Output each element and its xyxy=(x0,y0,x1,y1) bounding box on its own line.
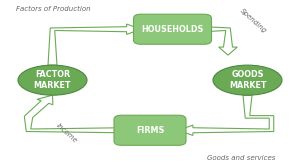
Ellipse shape xyxy=(18,65,87,95)
Polygon shape xyxy=(204,27,237,55)
Ellipse shape xyxy=(213,65,282,95)
Text: FIRMS: FIRMS xyxy=(136,126,164,135)
Text: Factors of Production: Factors of Production xyxy=(16,6,91,12)
Text: Goods and services: Goods and services xyxy=(207,155,275,161)
Text: HOUSEHOLDS: HOUSEHOLDS xyxy=(141,25,204,34)
Polygon shape xyxy=(24,95,122,133)
FancyBboxPatch shape xyxy=(114,115,186,145)
FancyBboxPatch shape xyxy=(134,14,212,44)
Polygon shape xyxy=(48,24,141,65)
Text: Income: Income xyxy=(56,122,79,144)
Polygon shape xyxy=(178,95,274,135)
Text: FACTOR
MARKET: FACTOR MARKET xyxy=(34,70,71,90)
Text: GOODS
MARKET: GOODS MARKET xyxy=(229,70,266,90)
Text: Spending: Spending xyxy=(238,8,267,34)
